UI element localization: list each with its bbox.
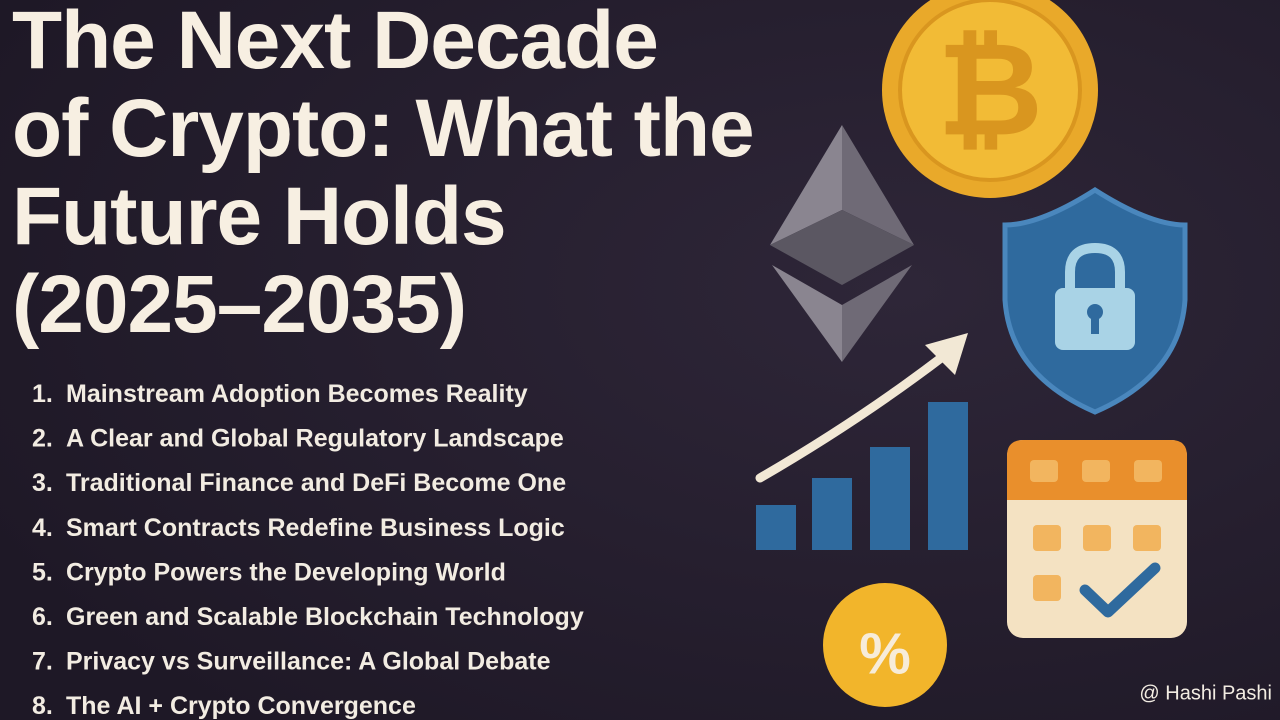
item-number: 4. <box>32 514 53 542</box>
arrow <box>755 350 950 483</box>
title-line: Future Holds <box>12 171 506 262</box>
watermark: @ Hashi Pashi <box>1139 682 1272 704</box>
arrow-head <box>925 333 968 375</box>
item-number: 3. <box>32 469 53 497</box>
item-text: Privacy vs Surveillance: A Global Debate <box>66 648 551 676</box>
lock-shackle <box>1065 242 1125 290</box>
bar-icon <box>812 478 852 550</box>
eth-part <box>772 265 842 362</box>
bar-icon <box>870 447 910 550</box>
coin-symbol: ₿ <box>937 16 1043 162</box>
topic-list: 1. Mainstream Adoption Becomes Reality 2. A… <box>32 380 584 720</box>
item-number: 1. <box>32 380 53 408</box>
bar-icon <box>928 402 968 550</box>
title-line: The Next Decade <box>12 0 658 86</box>
item-text: Green and Scalable Blockchain Technology <box>66 603 584 631</box>
item-text: The AI + Crypto Convergence <box>66 692 416 720</box>
item-number: 6. <box>32 603 53 631</box>
title-line: (2025–2035) <box>12 259 466 350</box>
item-text: Mainstream Adoption Becomes Reality <box>66 380 528 408</box>
illustration: ₿ % <box>755 0 1188 707</box>
eth-part <box>842 265 912 362</box>
item-number: 8. <box>32 692 53 720</box>
item-text: A Clear and Global Regulatory Landscape <box>66 425 564 453</box>
item-number: 5. <box>32 558 53 586</box>
item-number: 2. <box>32 425 53 453</box>
check <box>1079 562 1161 618</box>
eth-part <box>770 210 914 285</box>
item-text: Smart Contracts Redefine Business Logic <box>66 514 565 542</box>
item-number: 7. <box>32 648 53 676</box>
title-line: of Crypto: What the <box>12 83 754 174</box>
percent-symbol: % <box>859 621 911 686</box>
eth-part <box>770 125 842 245</box>
keyhole <box>1091 312 1099 334</box>
coin-face <box>898 0 1082 182</box>
item-text: Traditional Finance and DeFi Become One <box>66 469 566 497</box>
calendar-cells <box>1030 460 1162 601</box>
eth-part <box>842 125 914 245</box>
bar-icon <box>756 505 796 550</box>
item-text: Crypto Powers the Developing World <box>66 558 506 586</box>
percent-coin <box>823 583 947 707</box>
